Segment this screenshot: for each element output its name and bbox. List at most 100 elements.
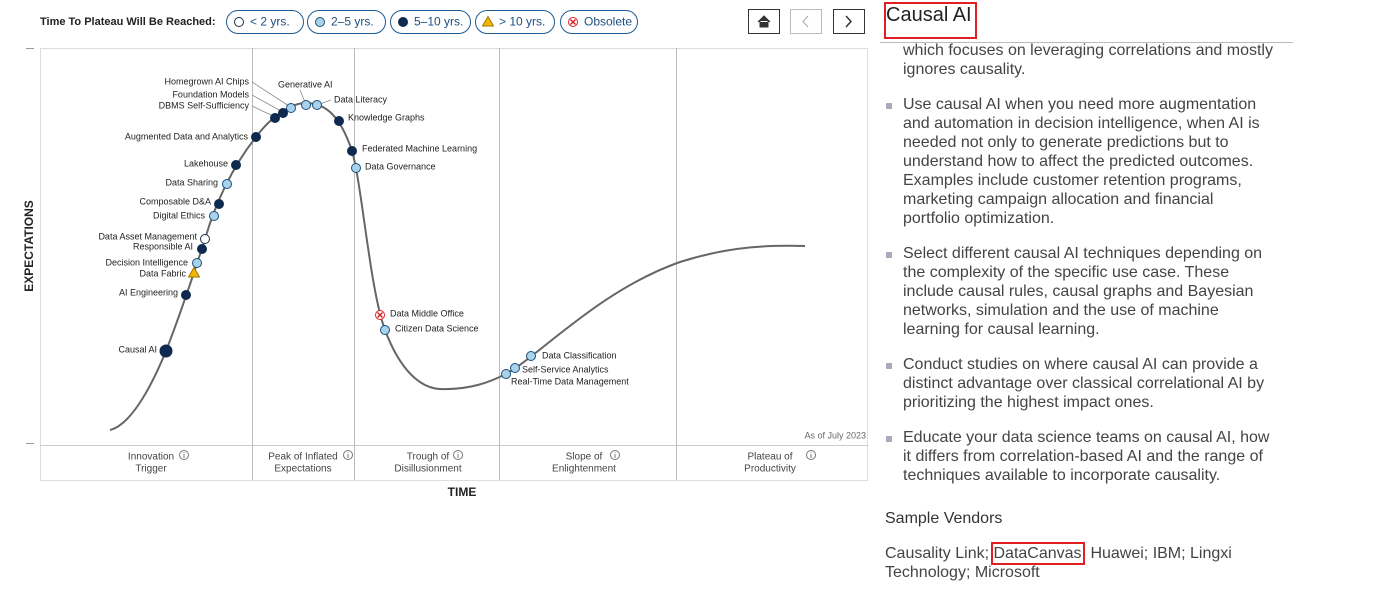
technology-marker (278, 108, 288, 118)
technology-marker (214, 199, 224, 209)
legend-item[interactable]: > 10 yrs. (475, 10, 555, 34)
technology-label: Causal AI (118, 344, 157, 354)
phase-label: Peak of Inflated (268, 452, 338, 463)
legend-pill (307, 10, 386, 34)
legend-title: Time To Plateau Will Be Reached: (40, 16, 216, 28)
legend-label: 5–10 yrs. (414, 15, 463, 29)
legend-pill (226, 10, 304, 34)
title-rule (880, 42, 1293, 43)
highlight-box (884, 2, 977, 39)
technology-label: Data Asset Management (98, 231, 197, 241)
legend-label: 2–5 yrs. (331, 15, 374, 29)
home-button[interactable] (748, 9, 780, 34)
legend-label: > 10 yrs. (499, 15, 545, 29)
info-icon (453, 450, 463, 460)
y-axis-label: EXPECTATIONS (22, 200, 36, 292)
legend-icon (234, 17, 244, 27)
next-button[interactable] (833, 9, 865, 34)
legend-item[interactable]: 5–10 yrs. (390, 10, 471, 34)
technology-label: Data Classification (542, 350, 617, 360)
vendor-part: ; Huawei; IBM; Lingxi Technology; Micros… (885, 545, 1232, 581)
technology-label: Data Literacy (334, 94, 388, 104)
bullet-text: Conduct studies on where causal AI can p… (886, 355, 1273, 412)
hype-cycle: Time To Plateau Will Be Reached: EXPECTA… (22, 9, 868, 499)
bullet-text: Use causal AI when you need more augment… (886, 95, 1273, 228)
technology-label: Knowledge Graphs (348, 112, 425, 122)
phase-label: Expectations (274, 464, 331, 475)
technology-label: Digital Ethics (153, 210, 206, 220)
phase-label: Slope of (566, 452, 603, 463)
technology-marker (380, 325, 390, 335)
leader-line (251, 105, 274, 117)
legend-icon (398, 17, 408, 27)
technology-label: Lakehouse (184, 158, 228, 168)
phase-label: Trough of (407, 452, 450, 463)
phase-lines (252, 48, 677, 480)
technology-label: Real-Time Data Management (511, 376, 629, 386)
technology-marker (200, 234, 210, 244)
technology-label: Decision Intelligence (105, 257, 188, 267)
technology-marker (301, 100, 311, 110)
technology-label: Generative AI (278, 79, 333, 89)
technology-label: Data Governance (365, 161, 436, 171)
leader-line (251, 81, 290, 107)
technology-label: Self-Service Analytics (522, 364, 609, 374)
legend-label: Obsolete (584, 15, 632, 29)
legend-icon (481, 15, 495, 27)
technology-label: Federated Machine Learning (362, 143, 477, 153)
phase-label: Enlightenment (552, 464, 616, 475)
leader-line (319, 99, 332, 105)
technology-marker (222, 179, 232, 189)
legend-item[interactable]: 2–5 yrs. (307, 10, 386, 34)
intro-text: which focuses on leveraging correlations… (903, 43, 1273, 78)
technology-label: Augmented Data and Analytics (125, 131, 249, 141)
legend-icon (315, 17, 325, 27)
leader-line (251, 94, 282, 112)
panel-title: Causal AI (886, 4, 972, 26)
technology-label: Composable D&A (139, 196, 211, 206)
technology-marker (286, 103, 296, 113)
technology-marker (181, 290, 191, 300)
technology-marker (209, 211, 219, 221)
phase-label: Trigger (135, 464, 167, 475)
legend-pill (560, 10, 638, 34)
technology-marker (159, 344, 173, 358)
technology-label: Responsible AI (133, 241, 193, 251)
info-icon (343, 450, 353, 460)
technology-label: Foundation Models (172, 89, 249, 99)
bullet-text: Educate your data science teams on causa… (886, 428, 1273, 485)
technology-label: DBMS Self-Sufficiency (159, 100, 250, 110)
technology-marker (312, 100, 322, 110)
detail-panel: which focuses on leveraging correlations… (880, 0, 1293, 597)
technology-label: Data Middle Office (390, 308, 464, 318)
technology-marker (270, 113, 280, 123)
plot-frame (40, 48, 868, 481)
legend-icon-x (569, 18, 577, 26)
technology-label: Homegrown AI Chips (164, 76, 249, 86)
technology-label: Data Fabric (139, 268, 186, 278)
technology-marker (351, 163, 361, 173)
axis-ticks (26, 48, 34, 444)
legend-item[interactable]: Obsolete (560, 10, 638, 34)
panel-scroll: which focuses on leveraging correlations… (880, 43, 1293, 597)
technology-marker (501, 369, 511, 379)
technology-marker (197, 244, 207, 254)
vendors-heading: Sample Vendors (885, 510, 1003, 527)
info-icon (806, 450, 816, 460)
technology-label: Data Sharing (165, 177, 218, 187)
as-of-note: As of July 2023 (804, 430, 866, 440)
technology-marker (192, 258, 202, 268)
phase-label: Plateau of (747, 452, 792, 463)
vendors-text: Causality Link; DataCanvas; Huawei; IBM;… (885, 542, 1245, 582)
x-axis-label: TIME (448, 485, 477, 499)
legend-item[interactable]: < 2 yrs. (226, 10, 304, 34)
bullet-text: Select different causal AI techniques de… (886, 244, 1273, 339)
technology-marker (510, 363, 520, 373)
phase-label: Disillusionment (394, 464, 461, 475)
technology-label: AI Engineering (119, 287, 178, 297)
technology-marker (251, 132, 261, 142)
panel-body: which focuses on leveraging correlations… (885, 43, 1273, 597)
prev-button[interactable] (790, 9, 822, 34)
legend-label: < 2 yrs. (250, 15, 290, 29)
